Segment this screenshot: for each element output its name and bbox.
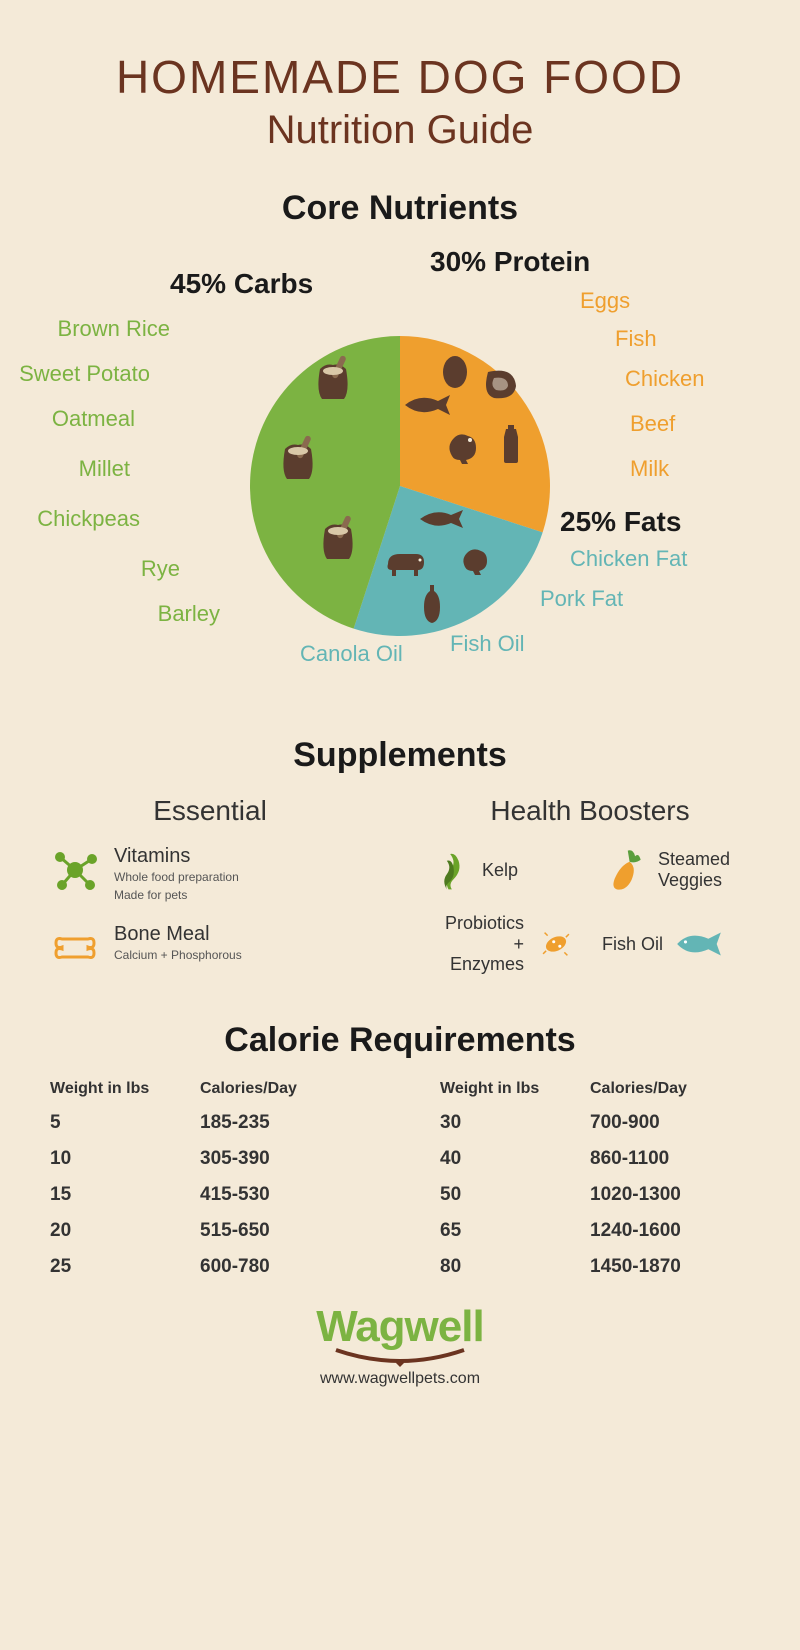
calorie-col-left: Weight in lbs Calories/Day 5 185-235 10 305… (50, 1080, 360, 1278)
calories-cell: 700-900 (590, 1112, 750, 1134)
weight-cell: 10 (50, 1148, 170, 1170)
weight-cell: 80 (440, 1256, 560, 1278)
grain-sack-icon (310, 351, 356, 401)
milk-icon (500, 421, 522, 465)
bone-icon (50, 923, 100, 973)
calories-cell: 600-780 (200, 1256, 360, 1278)
boosters-heading: Health Boosters (430, 795, 750, 827)
protein-item: Eggs (580, 288, 630, 314)
supplement-name: Bone Meal (114, 923, 242, 946)
booster-name: Steamed Veggies (658, 849, 730, 890)
page-title-main: HOMEMADE DOG FOOD (0, 50, 800, 104)
chicken-icon (440, 426, 484, 466)
pie-chart-area: 45% Carbs 30% Protein 25% Fats Brown Ric… (0, 246, 800, 726)
booster-item: Fish Oil (602, 913, 750, 975)
calories-heading: Calorie Requirements (0, 1021, 800, 1060)
weight-cell: 5 (50, 1112, 170, 1134)
protein-item: Milk (630, 456, 669, 482)
protein-label: 30% Protein (430, 246, 590, 278)
supplement-item: Bone Meal Calcium + Phosphorous (50, 923, 370, 973)
calories-cell: 1240-1600 (590, 1220, 750, 1242)
carbs-item: Oatmeal (52, 406, 135, 432)
carbs-item: Millet (79, 456, 130, 482)
pig-icon (380, 546, 428, 578)
supplement-desc: Made for pets (114, 888, 239, 904)
col-header: Calories/Day (200, 1080, 360, 1098)
calories-cell: 185-235 (200, 1112, 360, 1134)
protein-item: Beef (630, 411, 675, 437)
supplement-desc: Calcium + Phosphorous (114, 948, 242, 964)
carbs-label: 45% Carbs (170, 268, 313, 300)
calories-cell: 1020-1300 (590, 1184, 750, 1206)
footer: Wagwell www.wagwellpets.com (0, 1302, 800, 1388)
fats-label: 25% Fats (560, 506, 681, 538)
fats-item: Chicken Fat (570, 546, 687, 572)
calories-cell: 515-650 (200, 1220, 360, 1242)
supplements-heading: Supplements (0, 736, 800, 775)
booster-item: Kelp (430, 845, 578, 895)
weight-cell: 15 (50, 1184, 170, 1206)
protein-item: Fish (615, 326, 657, 352)
molecule-icon (50, 845, 100, 895)
kelp-icon (430, 845, 472, 895)
col-header: Weight in lbs (440, 1080, 560, 1098)
weight-cell: 40 (440, 1148, 560, 1170)
carbs-item: Chickpeas (37, 506, 140, 532)
carrot-icon (602, 845, 648, 895)
booster-item: Probiotics + Enzymes (430, 913, 578, 975)
fats-item: Canola Oil (300, 641, 403, 667)
boosters-column: Health Boosters Kelp Steamed Veggies Pro… (430, 795, 750, 993)
oil-jar-icon (420, 581, 444, 625)
booster-name: Kelp (482, 860, 518, 881)
calorie-table: Weight in lbs Calories/Day 5185-23510305… (0, 1080, 800, 1278)
weight-cell: 25 (50, 1256, 170, 1278)
calories-cell: 415-530 (200, 1184, 360, 1206)
fats-item: Pork Fat (540, 586, 623, 612)
supplement-name: Vitamins (114, 845, 239, 868)
grain-sack-icon (315, 511, 361, 561)
fish-icon (415, 506, 467, 532)
weight-cell: 30 (440, 1112, 560, 1134)
supplement-desc: Whole food preparation (114, 870, 239, 886)
supplement-item: Vitamins Whole food preparation Made for… (50, 845, 370, 903)
chicken-icon (455, 541, 495, 577)
essential-column: Essential Vitamins Whole food preparatio… (50, 795, 370, 993)
grain-sack-icon (275, 431, 321, 481)
fats-item: Fish Oil (450, 631, 525, 657)
fish-icon (673, 928, 725, 960)
supplements-section: Essential Vitamins Whole food preparatio… (0, 795, 800, 993)
protein-item: Chicken (625, 366, 704, 392)
calorie-col-right: Weight in lbs Calories/Day 30 700-900 40 86… (440, 1080, 750, 1278)
carbs-item: Brown Rice (58, 316, 170, 342)
carbs-item: Rye (141, 556, 180, 582)
booster-name: Probiotics + Enzymes (430, 913, 524, 975)
calories-cell: 860-1100 (590, 1148, 750, 1170)
page-title-sub: Nutrition Guide (0, 108, 800, 153)
carbs-item: Barley (158, 601, 220, 627)
brand-url: www.wagwellpets.com (0, 1370, 800, 1388)
core-heading: Core Nutrients (0, 189, 800, 228)
egg-icon (440, 351, 470, 389)
calories-cell: 305-390 (200, 1148, 360, 1170)
weight-cell: 65 (440, 1220, 560, 1242)
weight-cell: 20 (50, 1220, 170, 1242)
weight-cell: 50 (440, 1184, 560, 1206)
col-header: Weight in lbs (50, 1080, 170, 1098)
steak-icon (480, 366, 520, 402)
essential-heading: Essential (50, 795, 370, 827)
booster-name: Fish Oil (602, 934, 663, 955)
fish-icon (400, 391, 455, 419)
carbs-item: Sweet Potato (19, 361, 150, 387)
microbe-icon (534, 925, 578, 963)
col-header: Calories/Day (590, 1080, 750, 1098)
brand-logo: Wagwell (0, 1302, 800, 1352)
calories-cell: 1450-1870 (590, 1256, 750, 1278)
booster-item: Steamed Veggies (602, 845, 750, 895)
